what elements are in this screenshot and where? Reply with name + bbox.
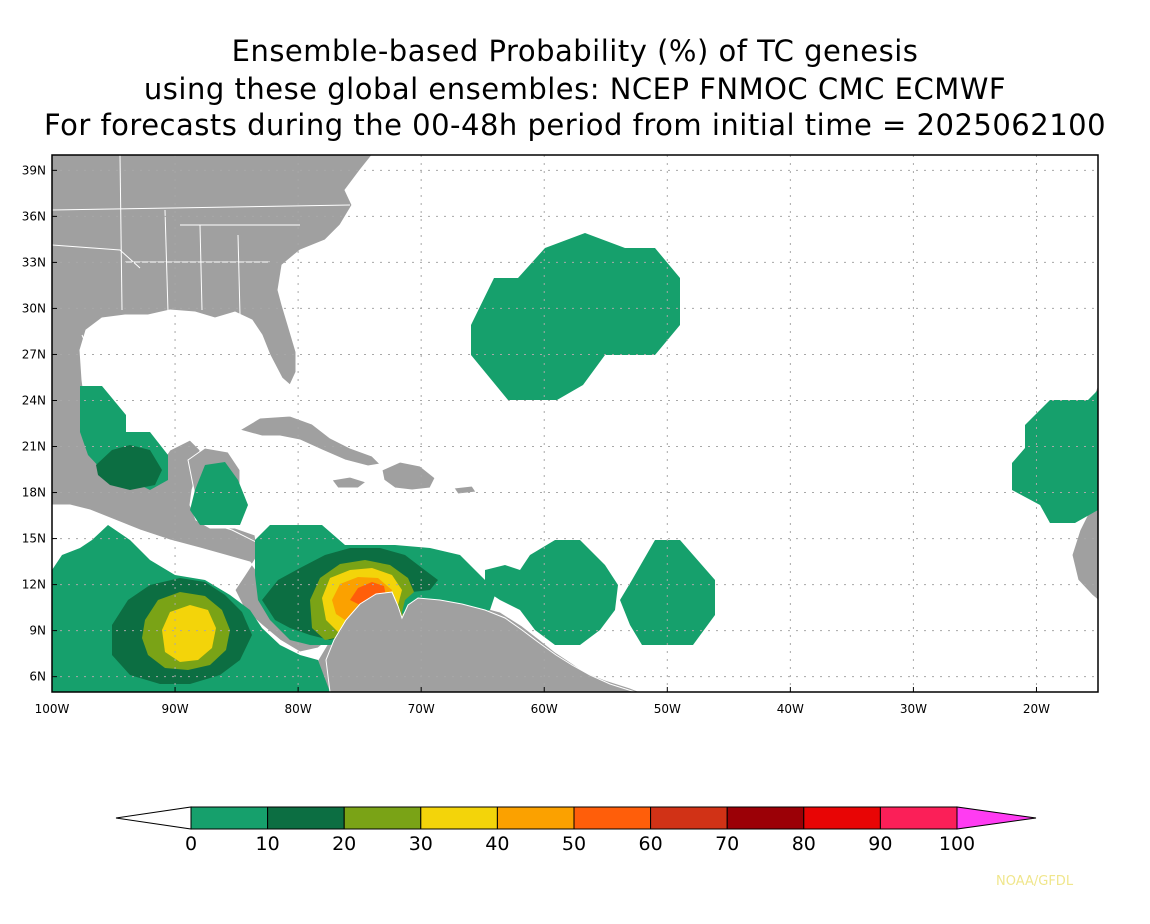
colorbar-label: 0 — [185, 833, 197, 855]
colorbar-label: 60 — [639, 833, 663, 855]
lon-tick-label: 100W — [35, 702, 70, 716]
colorbar-label: 30 — [409, 833, 433, 855]
puerto-rico-land — [453, 485, 477, 495]
lat-tick-label: 9N — [29, 624, 46, 638]
hispaniola-land — [381, 461, 436, 491]
colorbar-segment — [726, 806, 805, 830]
colorbar-segment — [420, 806, 498, 830]
contour-0-10-yucatan — [190, 462, 248, 525]
lat-tick-label: 6N — [29, 670, 46, 684]
title-line-2: using these global ensembles: NCEP FNMOC… — [143, 72, 1007, 106]
jamaica-land — [331, 476, 368, 489]
contour-10-20-gulf — [96, 445, 162, 490]
lon-tick-label: 50W — [654, 702, 681, 716]
colorbar-under-arrow — [115, 806, 192, 830]
lon-tick-label: 60W — [531, 702, 558, 716]
lat-tick-label: 24N — [22, 393, 46, 407]
colorbar-label: 90 — [868, 833, 892, 855]
colorbar-label: 20 — [332, 833, 356, 855]
lon-tick-label: 30W — [900, 702, 927, 716]
colorbar: 0 10 20 30 40 50 60 70 80 90 100 — [115, 806, 1037, 855]
colorbar-label: 50 — [562, 833, 586, 855]
contour-0-10-east-caribbean — [620, 540, 715, 645]
lat-tick-label: 27N — [22, 347, 46, 361]
colorbar-segment — [803, 806, 881, 830]
lat-tick-label: 18N — [22, 486, 46, 500]
lat-tick-label: 36N — [22, 209, 46, 223]
lat-tick-label: 15N — [22, 532, 46, 546]
map-frame — [51, 154, 1099, 693]
lon-tick-label: 80W — [285, 702, 312, 716]
title-line-3: For forecasts during the 00-48h period f… — [43, 108, 1107, 142]
colorbar-label: 70 — [715, 833, 739, 855]
colorbar-segment — [267, 806, 345, 830]
colorbar-segment — [573, 806, 652, 830]
colorbar-segment — [496, 806, 575, 830]
colorbar-segment — [879, 806, 958, 830]
credit-label: NOAA/GFDL — [996, 874, 1074, 889]
longitude-axis: 100W 90W 80W 70W 60W 50W 40W 30W 20W — [35, 687, 1050, 716]
contour-0-10-windward — [485, 540, 618, 645]
colorbar-label: 10 — [256, 833, 280, 855]
colorbar-segment — [343, 806, 422, 830]
title-line-1: Ensemble-based Probability (%) of TC gen… — [231, 34, 919, 68]
contour-0-10-atlantic-north — [471, 233, 680, 400]
contour-0-10-africa — [1012, 390, 1098, 523]
colorbar-label: 100 — [939, 833, 975, 855]
map-area — [52, 155, 1098, 692]
colorbar-segment — [650, 806, 728, 830]
lon-tick-label: 70W — [408, 702, 435, 716]
latitude-axis: 39N 36N 33N 30N 27N 24N 21N 18N 15N 12N 9N 6N — [22, 163, 57, 684]
colorbar-label: 80 — [792, 833, 816, 855]
contour-50-60-caribbean — [350, 582, 386, 606]
graticule — [52, 155, 1098, 692]
lat-tick-label: 12N — [22, 578, 46, 592]
lon-tick-label: 20W — [1023, 702, 1050, 716]
probability-contours — [52, 233, 1098, 692]
lon-tick-label: 40W — [777, 702, 804, 716]
lat-tick-label: 33N — [22, 255, 46, 269]
colorbar-label: 40 — [485, 833, 509, 855]
colorbar-over-arrow — [956, 806, 1037, 830]
lat-tick-label: 21N — [22, 440, 46, 454]
cuba-land — [238, 415, 382, 467]
south-america-coast-overlay — [325, 591, 636, 692]
lat-tick-label: 30N — [22, 301, 46, 315]
lat-tick-label: 39N — [22, 163, 46, 177]
lon-tick-label: 90W — [161, 702, 188, 716]
colorbar-segment — [190, 806, 269, 830]
